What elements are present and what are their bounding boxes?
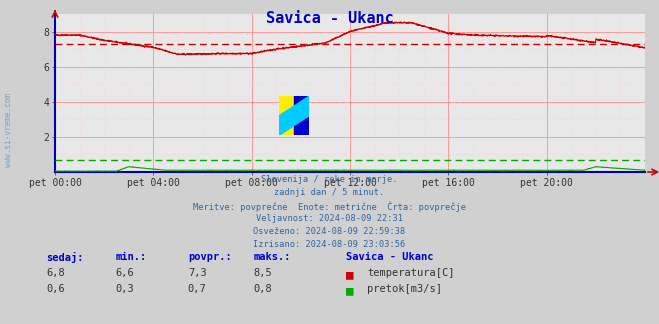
Text: 0,7: 0,7 (188, 284, 206, 294)
Text: povpr.:: povpr.: (188, 252, 231, 262)
Text: Meritve: povprečne  Enote: metrične  Črta: povprečje: Meritve: povprečne Enote: metrične Črta:… (193, 201, 466, 212)
Text: www.si-vreme.com: www.si-vreme.com (4, 93, 13, 167)
Text: 0,3: 0,3 (115, 284, 134, 294)
Text: 0,6: 0,6 (46, 284, 65, 294)
Text: 7,3: 7,3 (188, 268, 206, 278)
Text: 8,5: 8,5 (254, 268, 272, 278)
Text: ■: ■ (346, 268, 353, 281)
Text: Veljavnost: 2024-08-09 22:31: Veljavnost: 2024-08-09 22:31 (256, 214, 403, 223)
Text: Izrisano: 2024-08-09 23:03:56: Izrisano: 2024-08-09 23:03:56 (253, 240, 406, 249)
Text: Osveženo: 2024-08-09 22:59:38: Osveženo: 2024-08-09 22:59:38 (253, 227, 406, 236)
Text: maks.:: maks.: (254, 252, 291, 262)
Text: Savica - Ukanc: Savica - Ukanc (346, 252, 434, 262)
Text: ■: ■ (346, 284, 353, 297)
Text: 0,8: 0,8 (254, 284, 272, 294)
Polygon shape (279, 96, 309, 135)
Text: min.:: min.: (115, 252, 146, 262)
Bar (294, 96, 309, 135)
Text: 6,8: 6,8 (46, 268, 65, 278)
Text: Slovenija / reke in morje.: Slovenija / reke in morje. (261, 175, 398, 184)
Text: 6,6: 6,6 (115, 268, 134, 278)
Text: pretok[m3/s]: pretok[m3/s] (367, 284, 442, 294)
Bar (279, 96, 294, 135)
Text: sedaj:: sedaj: (46, 252, 84, 263)
Text: zadnji dan / 5 minut.: zadnji dan / 5 minut. (274, 188, 385, 197)
Text: temperatura[C]: temperatura[C] (367, 268, 455, 278)
Text: Savica - Ukanc: Savica - Ukanc (266, 11, 393, 26)
